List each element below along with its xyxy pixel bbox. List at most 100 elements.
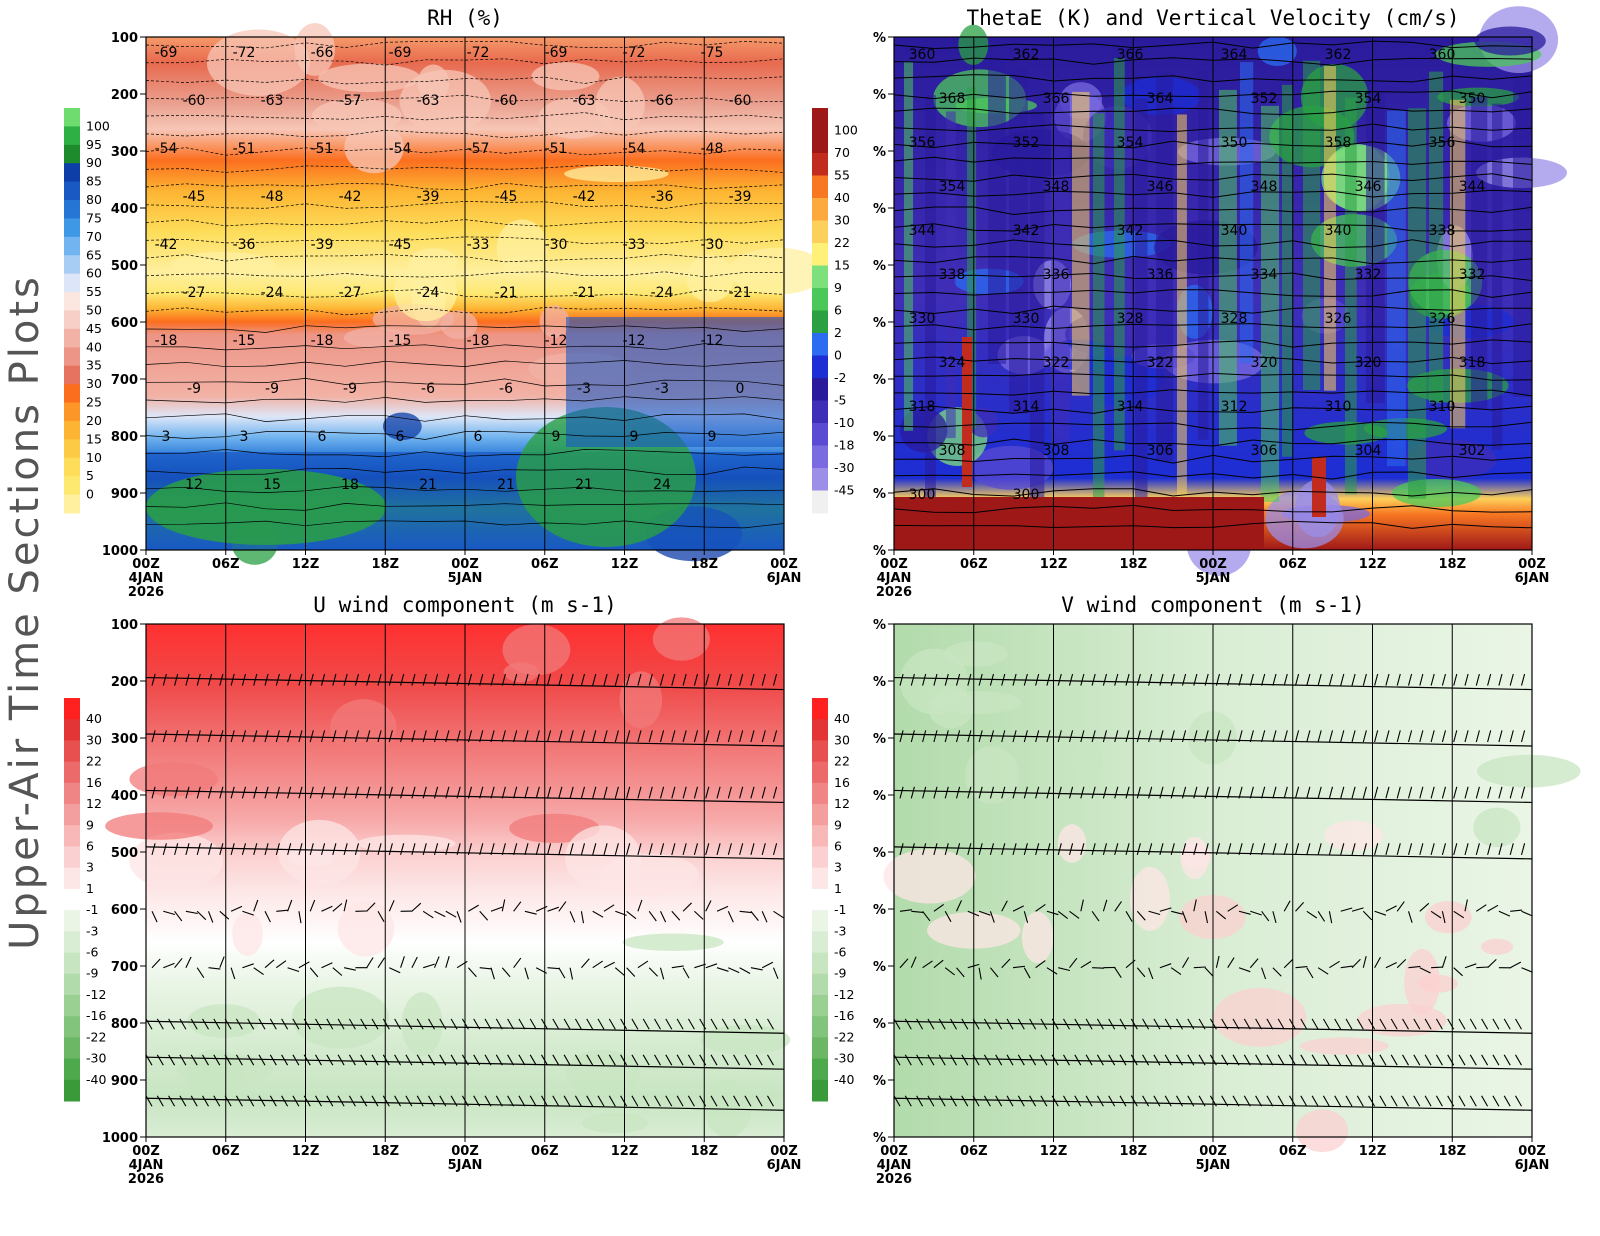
wind-barb [1283,730,1288,743]
wind-barb [1238,786,1243,799]
wind-barb [1272,673,1277,686]
y-tick-label: % [873,675,886,690]
field-patch [318,63,421,93]
y-tick-label: 400 [111,202,138,217]
temperature-contour-label: -51 [545,141,568,157]
wind-barb [626,673,631,686]
temperature-contour-label: -63 [417,93,440,109]
colorbar-label: 9 [834,817,842,832]
wind-barb [422,843,427,855]
colorbar-label: 40 [86,339,102,354]
wind-barb [1419,902,1430,912]
wind-barb [546,843,552,855]
wind-barb [1261,843,1266,855]
colorbar-label: 35 [86,358,102,373]
wind-barb [1458,1095,1466,1107]
colorbar-swatch [812,910,828,932]
x-tick-label: 18Z [1119,1144,1147,1159]
x-tick-label: 00Z [770,1144,798,1159]
wind-barb [1170,843,1175,855]
wind-barb [933,673,938,686]
colorbar-swatch [64,1079,80,1102]
wind-barb [1063,1018,1070,1030]
velocity-streak [925,95,936,511]
colorbar-swatch [64,1016,80,1038]
wind-barb [967,673,972,686]
wind-barb [950,1054,957,1066]
colorbar-swatch [64,310,80,330]
field-patch [1357,1003,1447,1037]
y-tick-label: 500 [111,846,138,861]
wind-barb [671,910,681,921]
thetae-contour-label: 332 [1459,267,1486,283]
wind-barb [983,1054,991,1066]
thetae-contour-label: 344 [1459,179,1486,195]
panel-title: V wind component (m s-1) [1061,593,1364,617]
wind-barb [1419,673,1424,686]
wind-barb [1017,1095,1025,1107]
colorbar-swatch [64,761,80,784]
field-patch [1213,987,1307,1047]
temperature-contour-label: 21 [497,477,515,493]
field-patch [1473,807,1521,848]
wind-barb [162,730,167,743]
wind-barb [1413,1054,1421,1066]
wind-barb [654,1095,661,1107]
wind-barb [456,673,461,686]
wind-barb [1317,967,1329,975]
colorbar-swatch [64,782,80,805]
wind-barb [910,673,915,686]
wind-barb [400,956,405,968]
colorbar-swatch [812,931,828,954]
wind-barb [315,1054,322,1066]
wind-barb [978,730,983,743]
wind-barb [1068,843,1074,855]
wind-barb [1108,1095,1116,1107]
wind-barb [1294,843,1300,855]
temperature-contour-label: -6 [499,381,513,397]
wind-barb [411,902,422,912]
wind-barb [1419,786,1424,799]
wind-barb [631,1054,639,1066]
wind-barb [433,786,439,799]
wind-barb [1198,1018,1206,1030]
wind-barb [944,967,956,976]
wind-barb [450,1018,458,1030]
wind-barb [467,673,473,686]
temperature-contour-label: -57 [467,141,490,157]
wind-barb [213,1095,221,1107]
wind-barb [1374,910,1387,916]
temperature-contour-label: -39 [417,189,440,205]
wind-barb [1215,843,1221,855]
wind-barb [174,673,179,686]
wind-barb [614,730,619,743]
wind-barb [168,1054,176,1066]
wind-barb [1159,963,1172,969]
wind-barb [944,730,949,743]
wind-barb [354,843,360,855]
wind-barb [1464,899,1468,912]
year-label: 2026 [876,585,912,600]
field-patch [564,165,669,183]
wind-barb [428,1018,435,1030]
x-tick-label: 00Z [451,557,479,572]
wind-barb [377,786,382,799]
colorbar-label: 15 [86,431,102,446]
wind-barb [1509,843,1514,855]
x-tick-label: 18Z [690,1144,718,1159]
colorbar-label: 12 [86,796,102,811]
thetae-contour-label: 354 [1355,91,1382,107]
date-label: 4JAN [129,1158,164,1173]
panel-u_wind: U wind component (m s-1) 100 200 300 400 500 6… [64,593,801,1187]
temperature-contour-label: -15 [389,333,412,349]
wind-barb [1283,673,1288,686]
wind-barb [546,673,552,686]
wind-barb [309,673,314,686]
field-patch [565,825,642,891]
temperature-contour-label: -24 [651,285,674,301]
wind-barb [1193,673,1198,686]
side-title: Upper-Air Time Sections Plots [2,274,48,950]
wind-barb [608,1054,616,1066]
temperature-contour-label: -45 [389,237,412,253]
wind-barb [620,1095,628,1107]
